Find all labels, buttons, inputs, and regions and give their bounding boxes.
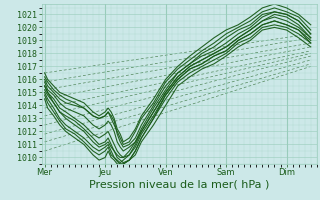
X-axis label: Pression niveau de la mer( hPa ): Pression niveau de la mer( hPa ) xyxy=(89,180,269,190)
